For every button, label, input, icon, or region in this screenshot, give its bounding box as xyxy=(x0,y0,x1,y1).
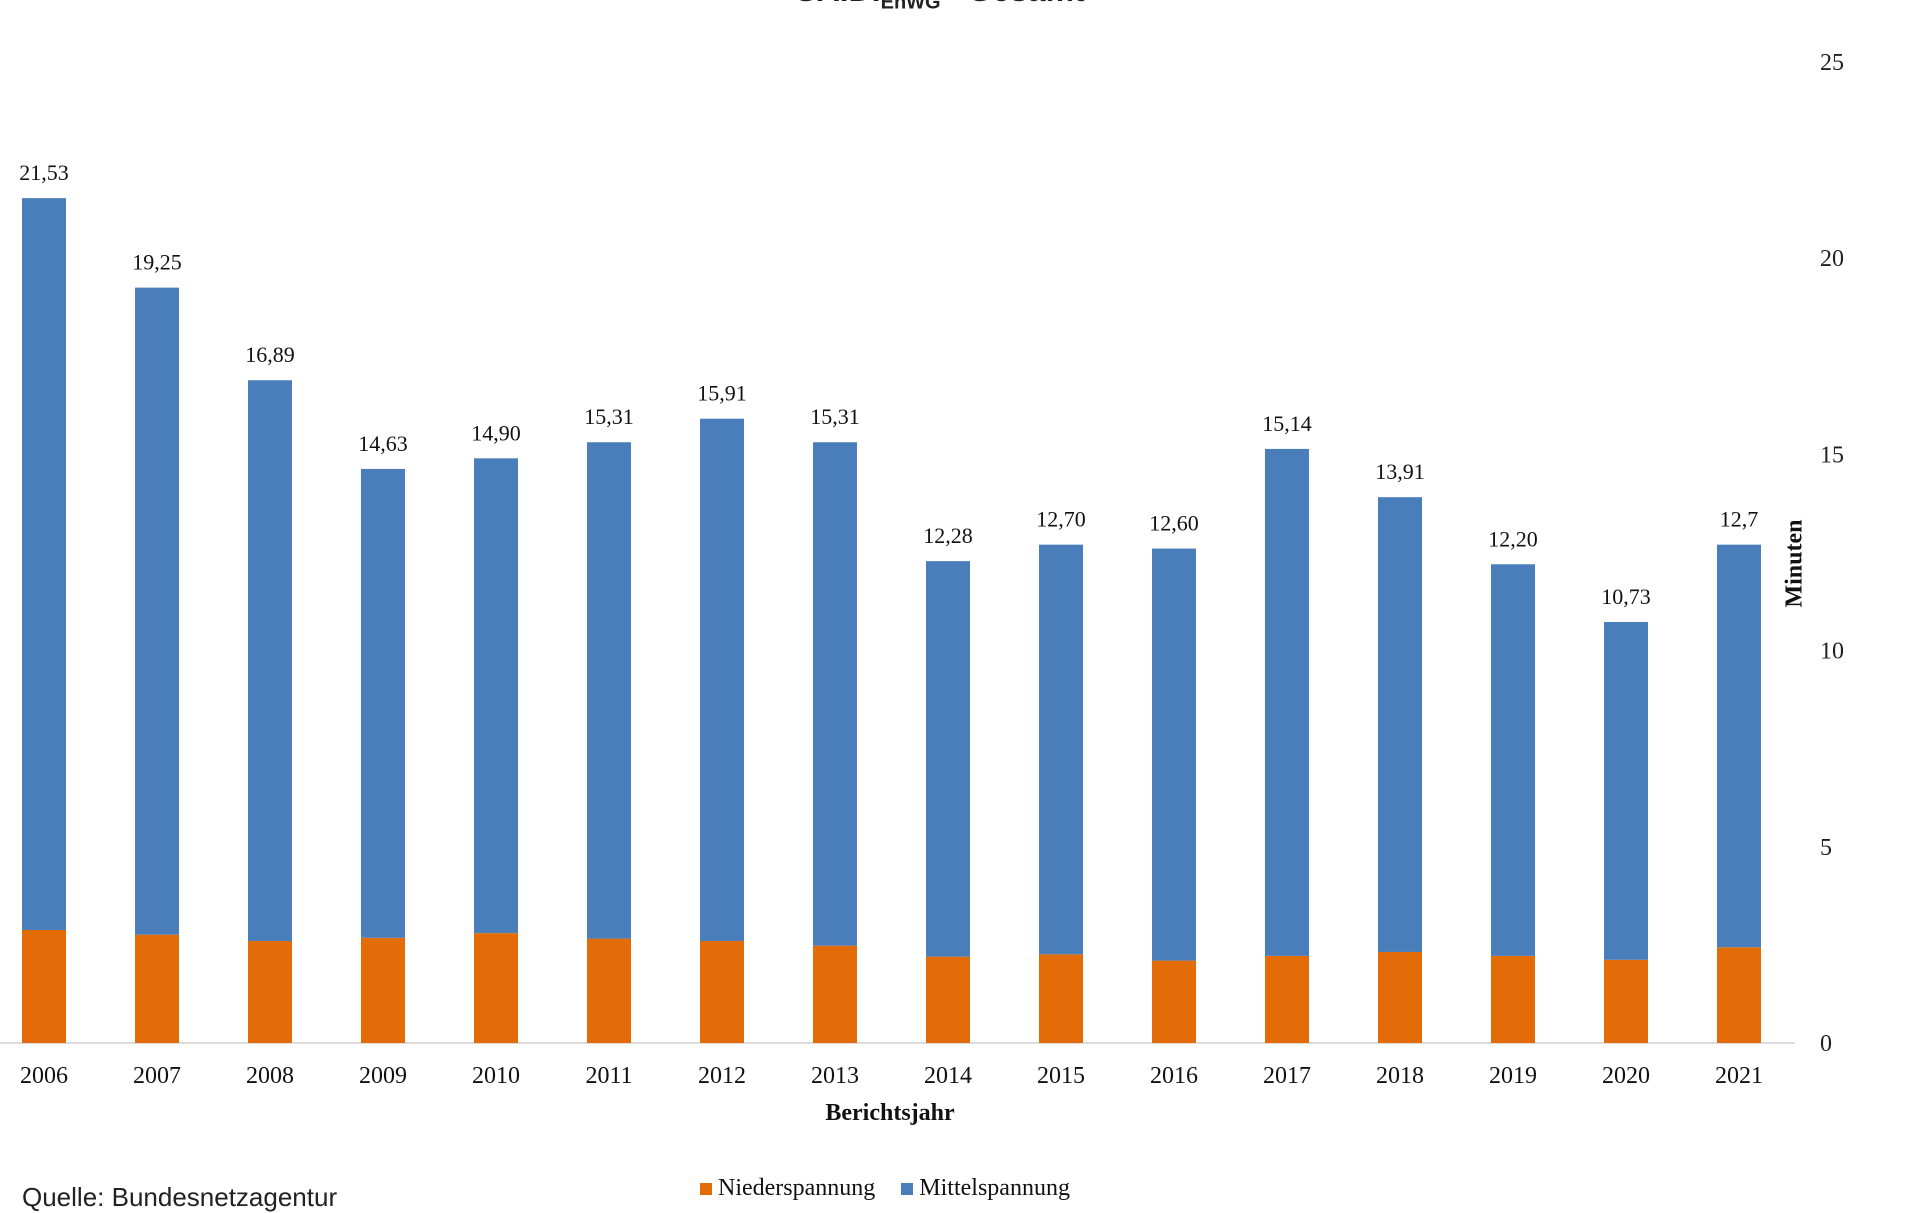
bar-niederspannung-2007 xyxy=(135,934,179,1043)
bar-niederspannung-2014 xyxy=(926,956,970,1043)
legend-swatch-mittelspannung xyxy=(901,1182,914,1195)
y-tick-label: 5 xyxy=(1820,835,1832,861)
x-tick-label-2006: 2006 xyxy=(20,1063,68,1089)
legend-swatch-niederspannung xyxy=(700,1182,712,1195)
x-tick-label-2014: 2014 xyxy=(924,1063,972,1089)
chart-title: SAIDIEnWG– Gesamt xyxy=(0,0,1880,14)
bar-mittelspannung-2010 xyxy=(474,458,518,934)
data-label-2010: 14,90 xyxy=(471,420,521,445)
data-label-2011: 15,31 xyxy=(584,404,634,429)
bar-niederspannung-2010 xyxy=(474,933,518,1043)
bar-mittelspannung-2015 xyxy=(1039,544,1083,955)
y-tick-label: 25 xyxy=(1820,50,1844,76)
x-tick-label-2009: 2009 xyxy=(359,1063,407,1089)
bar-mittelspannung-2007 xyxy=(135,287,179,935)
chart-title-subscript: EnWG xyxy=(880,0,941,14)
bar-mittelspannung-2019 xyxy=(1491,564,1535,956)
bar-niederspannung-2011 xyxy=(587,938,631,1043)
y-tick-label: 0 xyxy=(1820,1031,1832,1057)
data-label-2006: 21,53 xyxy=(19,160,69,185)
bar-niederspannung-2016 xyxy=(1152,960,1196,1043)
data-label-2013: 15,31 xyxy=(810,404,860,429)
legend: Niederspannung Mittelspannung xyxy=(700,1175,1070,1202)
y-tick-label: 20 xyxy=(1820,246,1844,272)
bar-mittelspannung-2011 xyxy=(587,442,631,939)
data-label-2020: 10,73 xyxy=(1601,584,1651,609)
chart-title-rest: – Gesamt xyxy=(941,0,1085,8)
x-tick-label-2016: 2016 xyxy=(1150,1063,1198,1089)
bar-mittelspannung-2014 xyxy=(926,561,970,957)
x-tick-label-2019: 2019 xyxy=(1489,1063,1537,1089)
data-label-2016: 12,60 xyxy=(1149,511,1199,536)
chart-title-main: SAIDI xyxy=(795,0,880,8)
bar-mittelspannung-2021 xyxy=(1717,544,1761,948)
bar-niederspannung-2020 xyxy=(1604,959,1648,1043)
x-tick-label-2017: 2017 xyxy=(1263,1063,1311,1089)
bar-mittelspannung-2013 xyxy=(813,442,857,946)
data-label-2009: 14,63 xyxy=(358,431,408,456)
x-tick-label-2010: 2010 xyxy=(472,1063,520,1089)
legend-item-niederspannung: Niederspannung xyxy=(700,1175,875,1202)
data-label-2007: 19,25 xyxy=(132,250,182,275)
bar-niederspannung-2015 xyxy=(1039,954,1083,1043)
bar-mittelspannung-2008 xyxy=(248,380,292,941)
bar-niederspannung-2009 xyxy=(361,937,405,1043)
data-label-2017: 15,14 xyxy=(1262,411,1312,436)
bar-niederspannung-2012 xyxy=(700,940,744,1043)
x-tick-label-2021: 2021 xyxy=(1715,1063,1763,1089)
x-tick-label-2008: 2008 xyxy=(246,1063,294,1089)
bar-mittelspannung-2009 xyxy=(361,468,405,938)
x-tick-label-2018: 2018 xyxy=(1376,1063,1424,1089)
data-label-2012: 15,91 xyxy=(697,381,747,406)
data-label-2021: 12,7 xyxy=(1720,507,1759,532)
bar-mittelspannung-2012 xyxy=(700,418,744,941)
x-tick-label-2013: 2013 xyxy=(811,1063,859,1089)
bar-niederspannung-2013 xyxy=(813,945,857,1043)
bar-niederspannung-2008 xyxy=(248,940,292,1043)
x-tick-label-2011: 2011 xyxy=(585,1063,632,1089)
x-tick-label-2020: 2020 xyxy=(1602,1063,1650,1089)
bar-mittelspannung-2006 xyxy=(22,198,66,930)
data-label-2014: 12,28 xyxy=(923,523,973,548)
source-note: Quelle: Bundesnetzagentur xyxy=(22,1182,338,1212)
bar-mittelspannung-2020 xyxy=(1604,621,1648,960)
bar-niederspannung-2021 xyxy=(1717,947,1761,1043)
bar-niederspannung-2018 xyxy=(1378,951,1422,1043)
bar-niederspannung-2017 xyxy=(1265,955,1309,1043)
y-tick-label: 15 xyxy=(1820,442,1844,468)
bar-niederspannung-2006 xyxy=(22,929,66,1043)
bar-mittelspannung-2017 xyxy=(1265,448,1309,956)
x-tick-label-2007: 2007 xyxy=(133,1063,181,1089)
data-label-2018: 13,91 xyxy=(1375,459,1425,484)
bar-niederspannung-2019 xyxy=(1491,955,1535,1043)
x-tick-label-2015: 2015 xyxy=(1037,1063,1085,1089)
y-axis-label: Minuten xyxy=(1781,519,1808,608)
bar-mittelspannung-2018 xyxy=(1378,497,1422,952)
legend-label-niederspannung: Niederspannung xyxy=(718,1175,876,1201)
data-label-2019: 12,20 xyxy=(1488,526,1538,551)
x-tick-label-2012: 2012 xyxy=(698,1063,746,1089)
bar-mittelspannung-2016 xyxy=(1152,548,1196,961)
x-axis-label: Berichtsjahr xyxy=(825,1100,955,1126)
legend-label-mittelspannung: Mittelspannung xyxy=(919,1175,1070,1201)
data-label-2015: 12,70 xyxy=(1036,507,1086,532)
y-tick-label: 10 xyxy=(1820,639,1844,665)
legend-item-mittelspannung: Mittelspannung xyxy=(901,1175,1070,1202)
data-label-2008: 16,89 xyxy=(245,342,295,367)
